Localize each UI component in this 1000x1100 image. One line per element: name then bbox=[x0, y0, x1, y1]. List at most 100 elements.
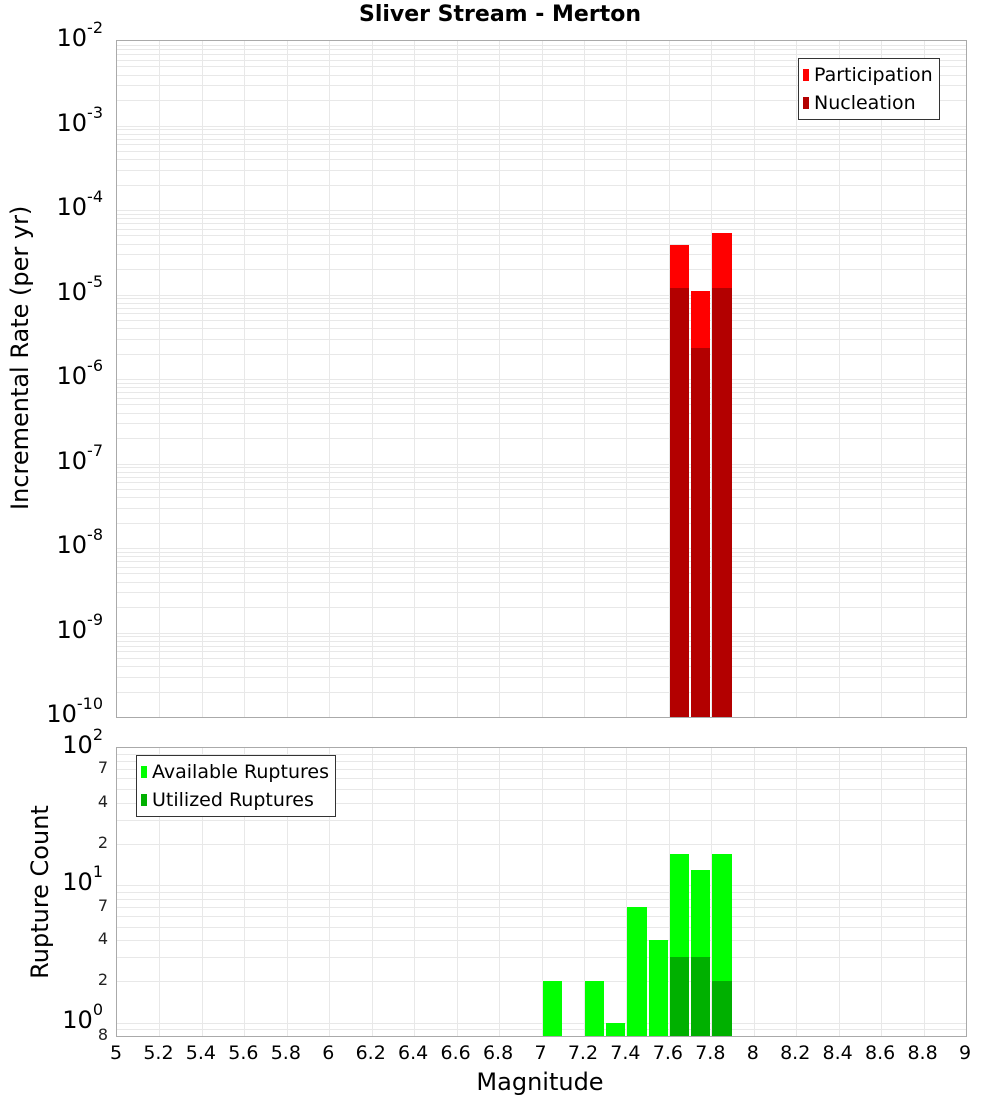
grid-line bbox=[117, 567, 966, 568]
grid-line bbox=[117, 573, 966, 574]
grid-line bbox=[117, 561, 966, 562]
grid-line bbox=[117, 45, 966, 46]
grid-line bbox=[117, 214, 966, 215]
nucleation-bar bbox=[670, 288, 689, 717]
grid-line bbox=[117, 229, 966, 230]
grid-line bbox=[117, 633, 966, 634]
utilized-ruptures-bar bbox=[712, 981, 731, 1036]
grid-line bbox=[117, 49, 966, 50]
available-ruptures-bar bbox=[606, 1023, 625, 1036]
x-tick-label: 5 bbox=[110, 1042, 122, 1064]
grid-line bbox=[117, 508, 966, 509]
y-tick-label: 10-3 bbox=[3, 109, 103, 137]
grid-line bbox=[117, 129, 966, 130]
available-swatch-icon bbox=[141, 766, 147, 778]
x-tick-label: 8.4 bbox=[823, 1042, 853, 1064]
grid-line bbox=[117, 387, 966, 388]
grid-line bbox=[117, 423, 966, 424]
grid-line bbox=[117, 254, 966, 255]
y-tick-label: 102 bbox=[3, 731, 103, 759]
grid-line bbox=[117, 151, 966, 152]
available-ruptures-bar bbox=[543, 981, 562, 1036]
top-legend: Participation Nucleation bbox=[798, 58, 940, 120]
grid-line bbox=[117, 244, 966, 245]
grid-line bbox=[117, 552, 966, 553]
grid-line bbox=[117, 134, 966, 135]
x-tick-label: 5.4 bbox=[186, 1042, 216, 1064]
grid-line bbox=[117, 482, 966, 483]
grid-line bbox=[117, 328, 966, 329]
top-plot-area bbox=[116, 40, 967, 718]
grid-line bbox=[117, 235, 966, 236]
legend-item-participation: Participation bbox=[803, 61, 933, 89]
grid-line bbox=[117, 636, 966, 637]
grid-line bbox=[117, 126, 966, 127]
x-tick-label: 5.6 bbox=[228, 1042, 258, 1064]
y-minor-tick-label: 7 bbox=[8, 758, 108, 777]
x-tick-label: 8.8 bbox=[907, 1042, 937, 1064]
bottom-legend: Available Ruptures Utilized Ruptures bbox=[136, 755, 336, 817]
y-minor-tick-label: 2 bbox=[8, 970, 108, 989]
grid-line bbox=[117, 957, 966, 958]
grid-line bbox=[117, 308, 966, 309]
grid-line bbox=[117, 548, 966, 549]
y-minor-tick-label: 8 bbox=[8, 1025, 108, 1044]
grid-line bbox=[117, 489, 966, 490]
grid-line bbox=[117, 210, 966, 211]
y-minor-tick-label: 7 bbox=[8, 896, 108, 915]
x-tick-label: 6.2 bbox=[356, 1042, 386, 1064]
grid-line bbox=[117, 438, 966, 439]
grid-line bbox=[117, 658, 966, 659]
grid-line bbox=[117, 339, 966, 340]
grid-line bbox=[117, 892, 966, 893]
nucleation-swatch-icon bbox=[803, 97, 809, 109]
nucleation-bar bbox=[712, 288, 731, 717]
grid-line bbox=[117, 677, 966, 678]
x-tick-label: 9 bbox=[959, 1042, 971, 1064]
grid-line bbox=[117, 185, 966, 186]
grid-line bbox=[117, 139, 966, 140]
grid-line bbox=[117, 844, 966, 845]
grid-line bbox=[117, 404, 966, 405]
grid-line bbox=[117, 472, 966, 473]
x-tick-label: 7.8 bbox=[695, 1042, 725, 1064]
x-tick-label: 7.6 bbox=[653, 1042, 683, 1064]
legend-item-available: Available Ruptures bbox=[141, 758, 329, 786]
x-tick-label: 7.2 bbox=[568, 1042, 598, 1064]
grid-line bbox=[117, 497, 966, 498]
grid-line bbox=[117, 159, 966, 160]
x-tick-label: 6 bbox=[322, 1042, 334, 1064]
grid-line bbox=[117, 464, 966, 465]
bottom-y-axis-title: Rupture Count bbox=[26, 802, 54, 982]
grid-line bbox=[117, 223, 966, 224]
utilized-ruptures-bar bbox=[670, 957, 689, 1036]
y-tick-label: 10-9 bbox=[3, 616, 103, 644]
grid-line bbox=[117, 298, 966, 299]
grid-line bbox=[117, 607, 966, 608]
grid-line bbox=[117, 641, 966, 642]
grid-line bbox=[117, 269, 966, 270]
available-ruptures-bar bbox=[649, 940, 668, 1036]
grid-line bbox=[117, 907, 966, 908]
x-tick-label: 8.6 bbox=[865, 1042, 895, 1064]
x-tick-label: 8.2 bbox=[780, 1042, 810, 1064]
grid-line bbox=[117, 582, 966, 583]
grid-line bbox=[117, 916, 966, 917]
grid-line bbox=[117, 477, 966, 478]
legend-item-utilized: Utilized Ruptures bbox=[141, 786, 329, 814]
grid-line bbox=[117, 54, 966, 55]
utilized-ruptures-bar bbox=[691, 957, 710, 1036]
grid-line bbox=[117, 927, 966, 928]
grid-line bbox=[117, 646, 966, 647]
y-tick-label: 10-10 bbox=[3, 700, 103, 728]
x-axis-title: Magnitude bbox=[0, 1068, 1000, 1096]
grid-line bbox=[117, 383, 966, 384]
y-minor-tick-label: 4 bbox=[8, 929, 108, 948]
grid-line bbox=[117, 940, 966, 941]
grid-line bbox=[117, 592, 966, 593]
grid-line bbox=[117, 413, 966, 414]
grid-line bbox=[117, 320, 966, 321]
grid-line bbox=[117, 144, 966, 145]
grid-line bbox=[117, 899, 966, 900]
grid-line bbox=[117, 303, 966, 304]
